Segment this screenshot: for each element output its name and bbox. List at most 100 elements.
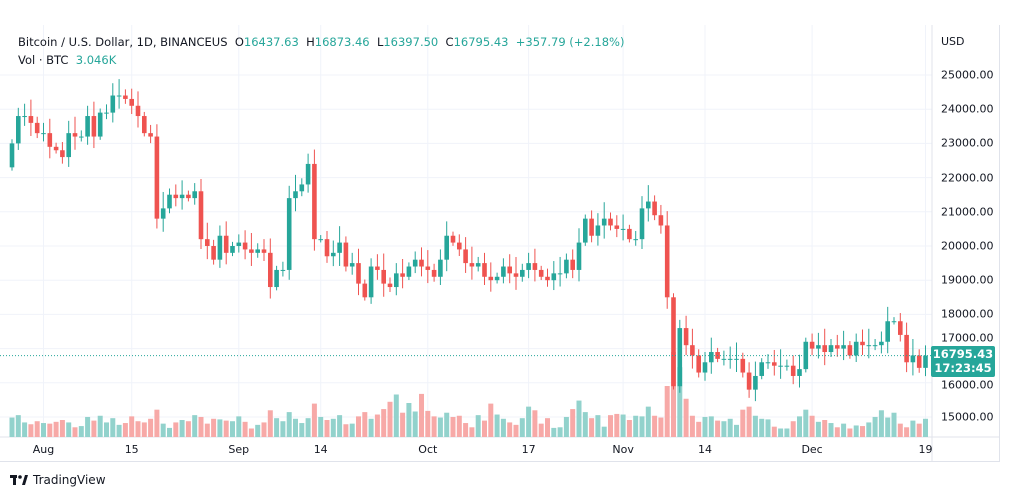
candle-body	[734, 358, 739, 360]
candle-body	[589, 218, 594, 236]
candle-body	[841, 345, 846, 349]
candle-body	[772, 362, 777, 366]
currency-label[interactable]: USD	[941, 35, 965, 48]
volume-bar	[9, 417, 15, 437]
candle-body	[305, 163, 311, 185]
candle-body	[809, 341, 815, 349]
volume-bar	[72, 427, 78, 437]
candle-body	[614, 225, 620, 229]
volume-bar	[368, 418, 374, 437]
volume-bar	[532, 410, 538, 437]
candle-body	[910, 355, 916, 363]
candle-body	[759, 362, 764, 376]
candle-body	[803, 341, 809, 370]
volume-bar	[513, 424, 519, 437]
volume-bar	[551, 427, 557, 437]
volume-bar	[223, 420, 229, 437]
volume-bar	[614, 413, 620, 437]
volume-bar	[242, 421, 248, 437]
volume-bar	[904, 427, 910, 437]
candle-body	[318, 239, 323, 241]
current-price: 16795.43	[932, 347, 994, 361]
candle-body	[916, 355, 922, 368]
volume-bar	[500, 418, 506, 437]
candle-body	[387, 283, 393, 288]
candle-body	[671, 297, 676, 387]
volume-bar	[923, 418, 928, 437]
candle-body	[230, 246, 235, 253]
candle-body	[557, 273, 563, 275]
candle-body	[702, 362, 708, 373]
candle-body	[53, 146, 59, 151]
volume-bar	[381, 409, 387, 437]
volume-bar	[809, 415, 815, 437]
candle-body	[494, 276, 500, 281]
candle-body	[356, 263, 361, 284]
volume-bar	[847, 428, 853, 437]
price-tick-label: 22000.00	[941, 171, 994, 185]
volume-bar	[671, 352, 676, 437]
close-value: 16795.43	[453, 35, 509, 49]
volume-bar	[167, 427, 172, 437]
volume-bar	[652, 415, 658, 437]
candle-body	[425, 266, 431, 270]
candle-body	[173, 194, 179, 199]
time-tick-label: Sep	[228, 443, 250, 456]
volume-bar	[154, 409, 160, 437]
time-tick-label: Dec	[801, 443, 823, 456]
candle-body	[104, 112, 109, 114]
candle-body	[110, 95, 116, 113]
candle-body	[148, 133, 153, 137]
volume-bar	[437, 417, 443, 437]
candle-body	[778, 365, 783, 367]
candle-body	[79, 136, 84, 138]
volume-bar	[488, 403, 494, 437]
volume-legend: Vol · BTC 3.046K	[18, 53, 116, 67]
time-tick-label: Aug	[32, 443, 55, 456]
volume-bar	[173, 422, 179, 437]
price-tick-label: 20000.00	[941, 239, 994, 253]
candle-body	[192, 191, 197, 199]
volume-bar	[589, 418, 595, 437]
candle-body	[853, 341, 859, 356]
volume-bar	[444, 412, 450, 437]
volume-bar	[122, 423, 128, 437]
candle-body	[633, 239, 638, 241]
candle-body	[482, 263, 487, 277]
volume-bar	[116, 424, 122, 437]
price-tick-label: 18000.00	[941, 307, 994, 321]
candle-body	[620, 228, 626, 230]
candle-body	[923, 355, 928, 368]
candle-body	[198, 191, 204, 240]
candle-body	[406, 266, 412, 277]
volume-bar	[299, 423, 305, 437]
tradingview-logo[interactable]: TradingView	[10, 473, 106, 487]
volume-bar	[66, 422, 72, 437]
candle-body	[532, 263, 538, 270]
volume-bar	[41, 423, 46, 437]
volume-bar	[645, 406, 651, 437]
candle-body	[526, 263, 531, 270]
candle-body	[891, 321, 897, 323]
volume-bar	[274, 418, 280, 437]
volume-bar	[179, 420, 185, 437]
candle-body	[677, 328, 683, 387]
volume-bar	[110, 418, 116, 437]
candle-body	[639, 208, 645, 240]
volume-value: 3.046K	[75, 53, 117, 67]
candle-body	[784, 365, 790, 367]
volume-bar	[456, 415, 462, 437]
volume-bar	[463, 423, 469, 437]
candle-body	[551, 273, 557, 281]
volume-bar	[255, 424, 261, 437]
candle-body	[34, 122, 40, 134]
candle-body	[475, 263, 481, 267]
volume-bar	[834, 427, 840, 437]
volume-bar	[356, 416, 361, 437]
candle-body	[22, 116, 27, 118]
volume-bar	[318, 416, 324, 437]
candle-body	[66, 133, 71, 158]
candle-body	[167, 194, 172, 209]
candle-body	[564, 259, 569, 274]
